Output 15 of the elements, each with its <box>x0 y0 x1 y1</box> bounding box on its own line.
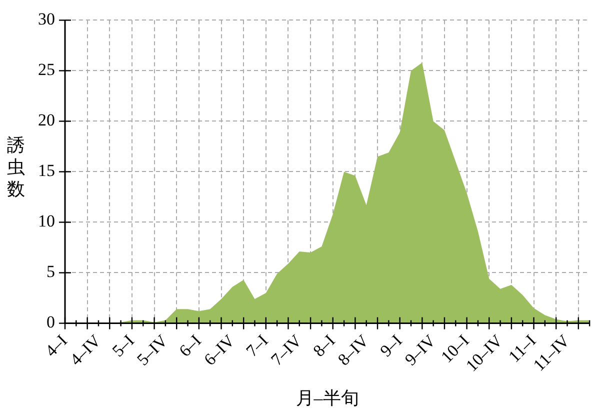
y-tick-label: 15 <box>38 161 55 180</box>
x-tick-label: 5–I <box>108 330 138 360</box>
y-axis-title: 誘虫数 <box>6 135 26 201</box>
x-tick-label: 4–I <box>42 330 72 360</box>
y-tick-label: 20 <box>38 110 55 130</box>
x-tick-label: 8–I <box>309 330 340 360</box>
y-tick-label: 25 <box>38 60 55 80</box>
y-tick-label: 10 <box>38 212 55 231</box>
x-tick-label: 9–I <box>376 330 406 360</box>
y-tick-label: 30 <box>38 10 55 29</box>
y-tick-label: 5 <box>46 262 55 282</box>
x-tick-label: 6–I <box>175 330 206 360</box>
y-tick-label: 0 <box>46 312 55 332</box>
x-axis-title: 月–半旬 <box>296 388 359 408</box>
x-tick-label: 7–I <box>242 330 272 360</box>
